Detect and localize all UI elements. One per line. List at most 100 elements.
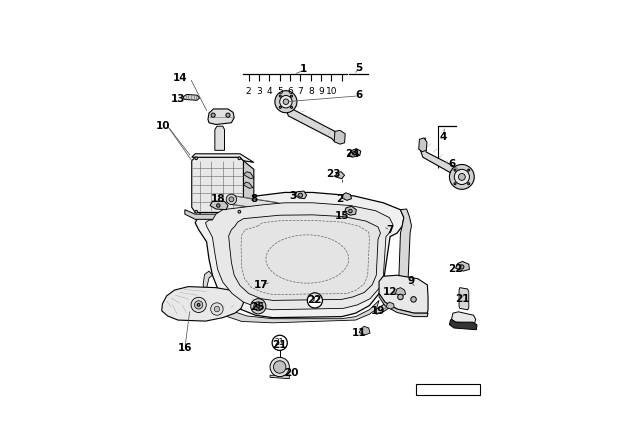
Circle shape	[195, 157, 198, 159]
Polygon shape	[192, 157, 243, 212]
Circle shape	[468, 183, 470, 185]
Polygon shape	[192, 154, 254, 163]
Text: 5: 5	[277, 86, 283, 95]
Polygon shape	[348, 149, 361, 157]
Text: 3: 3	[289, 191, 296, 201]
Circle shape	[197, 303, 200, 306]
Circle shape	[349, 209, 352, 213]
Circle shape	[254, 302, 263, 311]
Text: 6: 6	[449, 159, 456, 169]
Text: 1: 1	[300, 64, 307, 74]
Text: 18: 18	[211, 194, 225, 204]
Polygon shape	[451, 312, 476, 323]
Polygon shape	[230, 195, 282, 211]
Polygon shape	[203, 271, 379, 323]
Circle shape	[251, 299, 266, 314]
Text: 22: 22	[307, 295, 321, 306]
Circle shape	[195, 301, 203, 309]
Polygon shape	[419, 138, 427, 152]
Text: 7: 7	[387, 225, 394, 235]
Text: 9: 9	[407, 276, 414, 286]
Circle shape	[226, 194, 237, 204]
Circle shape	[238, 157, 241, 159]
Text: 4: 4	[440, 132, 447, 142]
Polygon shape	[342, 193, 351, 200]
Circle shape	[454, 183, 456, 185]
Text: 11: 11	[352, 328, 366, 338]
Text: 21: 21	[273, 340, 287, 350]
Circle shape	[279, 95, 282, 97]
Polygon shape	[208, 109, 234, 125]
Circle shape	[411, 297, 416, 302]
Circle shape	[279, 106, 282, 108]
Circle shape	[229, 197, 234, 202]
Circle shape	[280, 95, 292, 108]
Text: 22: 22	[310, 296, 319, 305]
Polygon shape	[243, 161, 254, 216]
Circle shape	[195, 211, 198, 213]
Polygon shape	[344, 206, 356, 215]
Text: 16: 16	[177, 343, 192, 353]
Polygon shape	[185, 210, 254, 224]
Polygon shape	[386, 302, 394, 309]
Circle shape	[460, 265, 464, 269]
Circle shape	[226, 113, 230, 117]
Polygon shape	[162, 287, 243, 321]
Circle shape	[454, 169, 456, 171]
Text: 15: 15	[335, 211, 349, 221]
Bar	[416, 383, 480, 395]
Text: 19: 19	[371, 306, 385, 316]
Circle shape	[449, 164, 474, 190]
Polygon shape	[419, 138, 465, 181]
Text: 4: 4	[266, 86, 272, 95]
Circle shape	[214, 306, 220, 312]
Circle shape	[211, 303, 223, 315]
Text: 8: 8	[308, 86, 314, 95]
Circle shape	[257, 305, 260, 308]
Circle shape	[454, 169, 469, 185]
Polygon shape	[359, 326, 370, 335]
Text: 10: 10	[156, 121, 170, 131]
Text: 6: 6	[355, 90, 363, 100]
Text: 00137136: 00137136	[426, 384, 470, 393]
Text: 25: 25	[250, 302, 264, 312]
Polygon shape	[449, 319, 477, 330]
Circle shape	[458, 173, 465, 181]
Circle shape	[353, 151, 356, 155]
Circle shape	[291, 95, 292, 97]
Text: 2: 2	[246, 86, 252, 95]
Text: 9: 9	[318, 86, 324, 95]
Text: 10: 10	[326, 86, 337, 95]
Text: 3: 3	[256, 86, 262, 95]
Circle shape	[397, 294, 403, 300]
Text: 17: 17	[253, 280, 268, 290]
Polygon shape	[183, 95, 200, 100]
Circle shape	[298, 193, 303, 197]
Polygon shape	[195, 193, 404, 318]
Polygon shape	[376, 209, 412, 314]
Polygon shape	[396, 288, 406, 296]
Circle shape	[211, 113, 215, 117]
Circle shape	[273, 361, 286, 373]
Text: 21: 21	[455, 294, 470, 304]
Polygon shape	[334, 130, 345, 144]
Polygon shape	[456, 262, 469, 271]
Text: 12: 12	[383, 287, 397, 297]
Text: 2: 2	[337, 194, 344, 204]
Polygon shape	[459, 288, 468, 310]
Circle shape	[216, 204, 220, 207]
Text: 7: 7	[298, 86, 303, 95]
Circle shape	[238, 211, 241, 213]
Polygon shape	[270, 375, 289, 379]
Polygon shape	[205, 203, 393, 310]
Polygon shape	[285, 96, 337, 142]
Polygon shape	[228, 215, 380, 301]
Circle shape	[275, 90, 297, 113]
Polygon shape	[243, 172, 254, 179]
Text: 24: 24	[345, 149, 360, 159]
Circle shape	[272, 335, 287, 350]
Polygon shape	[243, 182, 253, 188]
Text: 5: 5	[355, 63, 363, 73]
Circle shape	[191, 297, 206, 313]
Text: 23: 23	[326, 169, 340, 180]
